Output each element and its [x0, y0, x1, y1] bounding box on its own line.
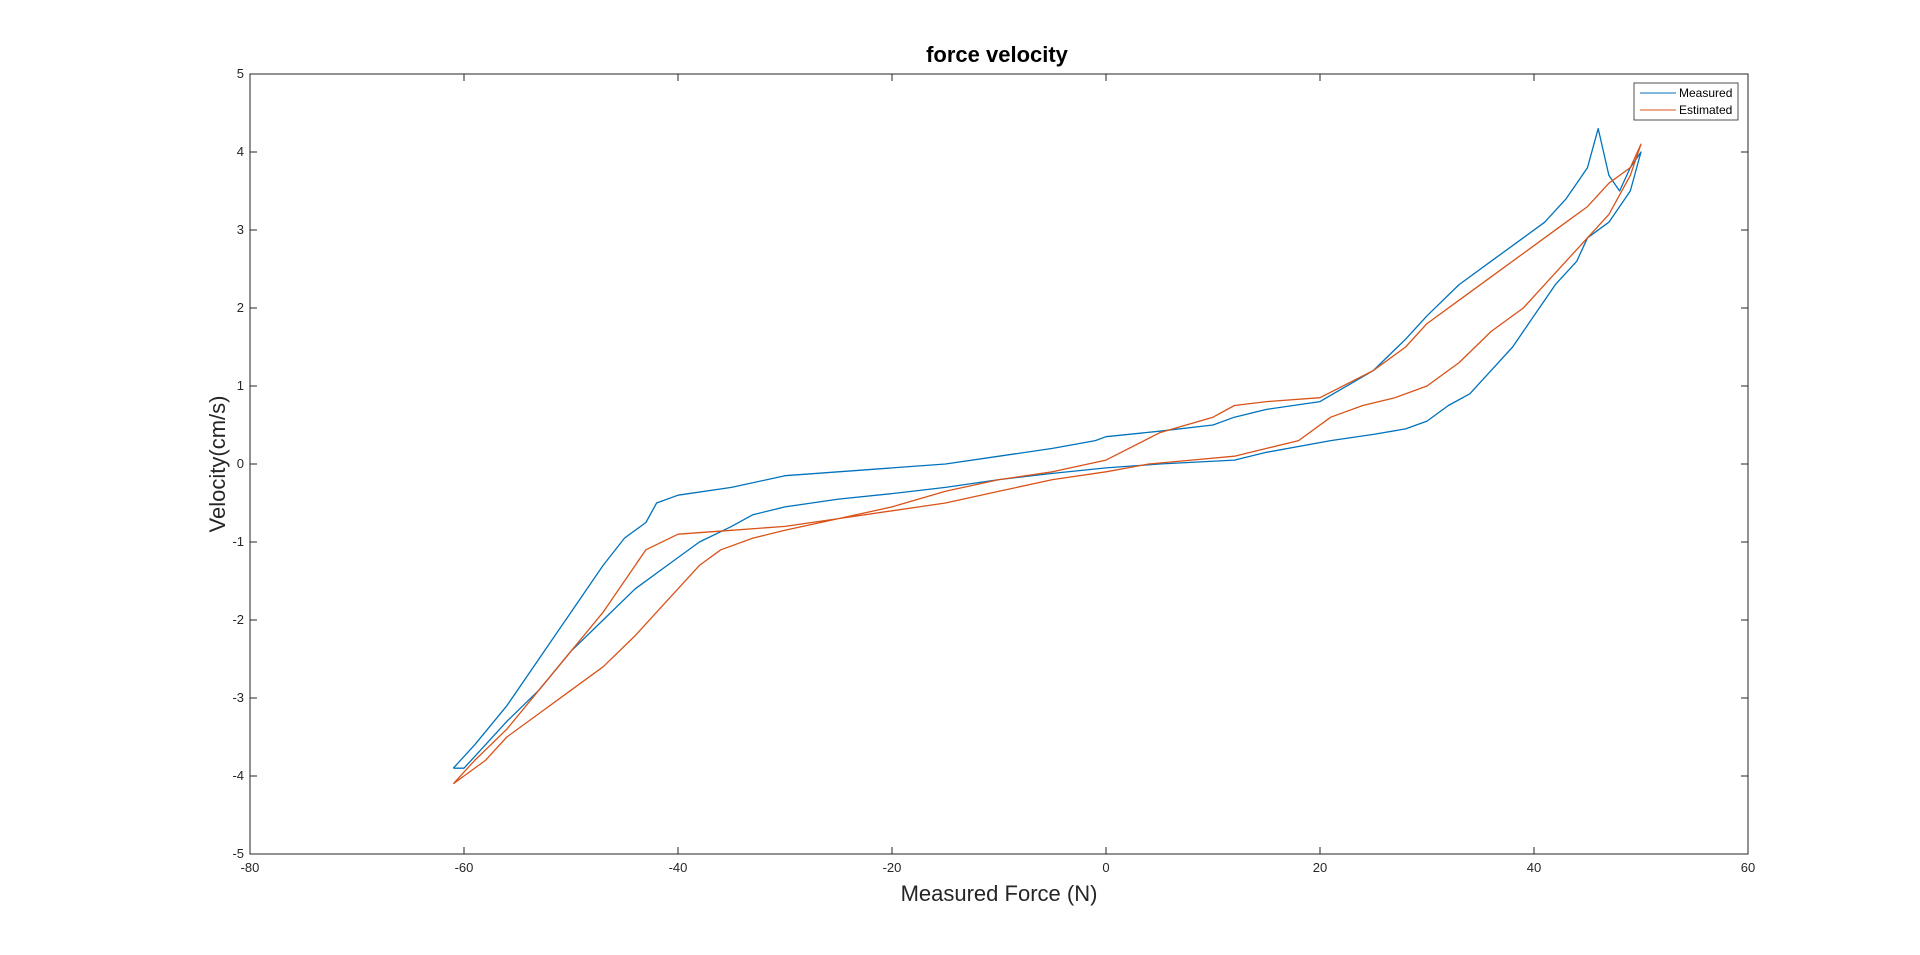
y-tick-label: -4 — [232, 768, 244, 783]
y-tick-label: -2 — [232, 612, 244, 627]
y-tick-label: 0 — [237, 456, 244, 471]
x-tick-label: -80 — [241, 860, 260, 875]
legend-label-estimated: Estimated — [1679, 103, 1732, 117]
axes-box — [249, 73, 1749, 855]
x-tick-label: 40 — [1527, 860, 1541, 875]
y-tick-label: 4 — [237, 144, 244, 159]
y-tick-label: 3 — [237, 222, 244, 237]
chart-title: force velocity — [926, 42, 1069, 67]
x-tick-label: -40 — [669, 860, 688, 875]
x-tick-label: 0 — [1102, 860, 1109, 875]
y-tick-label: -5 — [232, 846, 244, 861]
y-axis-label: Velocity(cm/s) — [205, 396, 230, 533]
y-tick-label: -3 — [232, 690, 244, 705]
series-line-estimated — [452, 143, 1642, 785]
x-tick-label: -20 — [883, 860, 902, 875]
x-axis-label: Measured Force (N) — [901, 881, 1098, 906]
legend-box — [1633, 82, 1739, 121]
x-tick-label: 20 — [1313, 860, 1327, 875]
y-tick-label: -1 — [232, 534, 244, 549]
legend: Measured Estimated — [1633, 82, 1739, 121]
y-tick-label: 5 — [237, 66, 244, 81]
series-layer — [452, 127, 1642, 785]
y-tick-label: 2 — [237, 300, 244, 315]
y-tick-label: 1 — [237, 378, 244, 393]
tick-layer: -80 -60 -40 -20 0 20 40 60 -5 -4 -3 -2 -1 0 1 2 3 4 5 — [232, 66, 1755, 875]
x-tick-label: -60 — [455, 860, 474, 875]
x-tick-label: 60 — [1741, 860, 1755, 875]
legend-label-measured: Measured — [1679, 86, 1732, 100]
